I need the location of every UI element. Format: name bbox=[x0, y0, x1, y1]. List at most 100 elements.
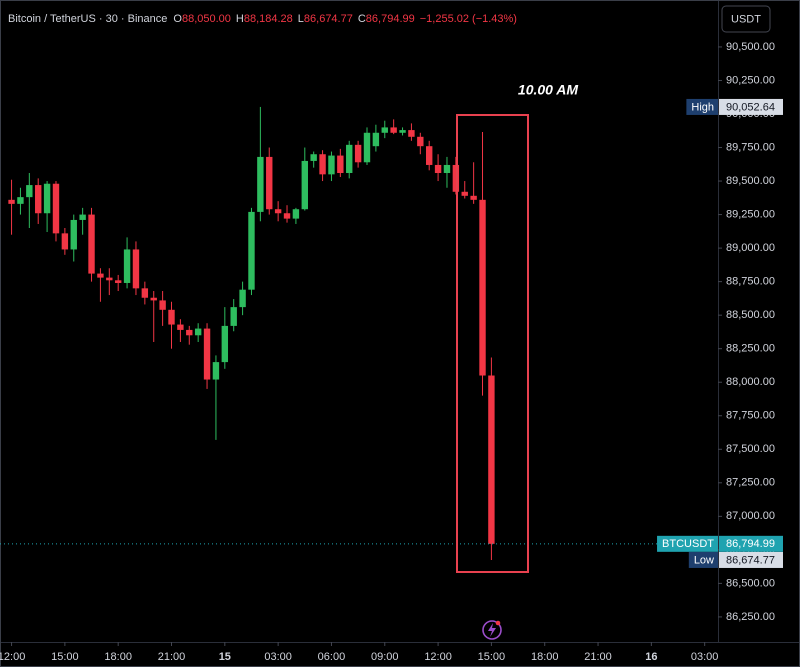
candle-body bbox=[354, 144, 362, 163]
candle-body bbox=[8, 199, 15, 204]
y-tick-label: 86,250.00 bbox=[726, 611, 775, 623]
icon-dot[interactable] bbox=[495, 620, 501, 626]
y-tick-label: 87,500.00 bbox=[726, 443, 775, 455]
candle-body bbox=[417, 136, 424, 147]
candle-body bbox=[337, 155, 344, 174]
price-tag-name: Low bbox=[694, 554, 714, 566]
candle-body bbox=[390, 127, 397, 133]
candle-body bbox=[248, 211, 255, 290]
y-tick-label: 88,750.00 bbox=[726, 276, 775, 288]
price-tag-name-bg bbox=[657, 535, 718, 552]
x-tick-label: 18:00 bbox=[104, 651, 132, 663]
y-tick-label: 89,750.00 bbox=[726, 141, 775, 153]
candle-body bbox=[70, 219, 77, 250]
candle-body bbox=[52, 183, 60, 234]
y-tick-label: 88,250.00 bbox=[726, 343, 775, 355]
candle-body bbox=[310, 154, 317, 161]
candle-body bbox=[443, 164, 451, 174]
candle-body bbox=[274, 209, 282, 214]
x-tick-label: 06:00 bbox=[318, 651, 346, 663]
candle-body bbox=[363, 132, 371, 163]
candle-body bbox=[426, 146, 433, 165]
candle-body bbox=[79, 214, 86, 220]
price-tag-value: 86,674.77 bbox=[726, 554, 775, 566]
price-tag: BTCUSDT 86,794.99 bbox=[657, 535, 783, 552]
candle-body bbox=[257, 156, 264, 212]
y-tick-label: 90,250.00 bbox=[726, 74, 775, 86]
price-tag: Low 86,674.77 bbox=[688, 551, 783, 568]
candle-body bbox=[292, 209, 300, 219]
candle-body bbox=[346, 144, 353, 174]
x-tick-label: 09:00 bbox=[371, 651, 399, 663]
y-tick-label: 88,500.00 bbox=[726, 309, 775, 321]
candle-body bbox=[319, 154, 326, 175]
candle-body bbox=[212, 362, 220, 380]
y-tick-label: 87,750.00 bbox=[726, 410, 775, 422]
candle-body bbox=[372, 132, 380, 147]
x-tick-label: 15:00 bbox=[478, 651, 506, 663]
candle-body bbox=[177, 324, 184, 330]
y-tick-label: 89,500.00 bbox=[726, 175, 775, 187]
close-value: 86,794.99 bbox=[366, 13, 415, 25]
price-tag-value: 86,794.99 bbox=[726, 538, 775, 550]
candle-body bbox=[61, 233, 69, 250]
candle-body bbox=[88, 214, 95, 274]
x-tick-label: 03:00 bbox=[691, 651, 719, 663]
candle-body bbox=[221, 325, 229, 363]
candle-body bbox=[168, 309, 175, 325]
candle-body bbox=[239, 289, 246, 308]
price-tag-name: High bbox=[691, 101, 714, 113]
candle-body bbox=[488, 375, 495, 544]
header: Bitcoin / TetherUS · 30 · Binance O88,050… bbox=[8, 13, 517, 25]
candle-body bbox=[461, 191, 468, 196]
y-tick-label: 90,500.00 bbox=[726, 41, 775, 53]
candle-body bbox=[114, 280, 122, 283]
x-tick-label: 12:00 bbox=[424, 651, 452, 663]
annotation: 10.00 AM bbox=[518, 82, 579, 98]
replay-icon[interactable] bbox=[482, 620, 502, 640]
x-tick-label: 12:00 bbox=[0, 651, 25, 663]
candle-body bbox=[328, 155, 335, 175]
y-tick-label: 86,500.00 bbox=[726, 577, 775, 589]
x-tick-label: 15 bbox=[219, 651, 231, 663]
high-label: H bbox=[236, 13, 244, 25]
icon-ring[interactable] bbox=[482, 620, 502, 640]
price-tag-value: 90,052.64 bbox=[726, 101, 775, 113]
price-tag-name: BTCUSDT bbox=[662, 538, 714, 550]
low-value: 86,674.77 bbox=[304, 13, 353, 25]
price-tag-name-bg bbox=[688, 551, 718, 568]
candle-body bbox=[123, 249, 131, 283]
open-label: O bbox=[173, 13, 182, 25]
currency-label[interactable]: USDT bbox=[731, 13, 761, 25]
currency-button[interactable] bbox=[721, 5, 771, 33]
candle-body bbox=[301, 160, 308, 210]
x-tick-label: 03:00 bbox=[264, 651, 292, 663]
price-tag-value-bg bbox=[719, 535, 783, 552]
candle-body bbox=[159, 300, 166, 310]
price-tag-name-bg bbox=[686, 98, 718, 115]
x-tick-label: 16 bbox=[645, 651, 657, 663]
candle-body bbox=[381, 127, 388, 133]
x-tick-label: 15:00 bbox=[51, 651, 79, 663]
candle-body bbox=[106, 277, 113, 281]
candle-body bbox=[203, 328, 211, 380]
x-tick-label: 21:00 bbox=[158, 651, 186, 663]
candle-body bbox=[17, 197, 24, 204]
candle-body bbox=[97, 273, 104, 278]
candle-body bbox=[150, 297, 157, 301]
close-label: C bbox=[358, 13, 366, 25]
candle-body bbox=[479, 199, 486, 376]
price-tag-value-bg bbox=[719, 98, 783, 115]
plot-area bbox=[0, 106, 718, 560]
candle-body bbox=[141, 288, 149, 298]
icon-bolt[interactable] bbox=[488, 623, 496, 637]
candle-body bbox=[408, 130, 415, 137]
price-tag-value-bg bbox=[719, 551, 783, 568]
low-label: L bbox=[298, 13, 304, 25]
candle-body bbox=[194, 328, 202, 336]
candle-body bbox=[399, 130, 406, 133]
symbol-title: Bitcoin / TetherUS · 30 · Binance bbox=[8, 13, 167, 25]
x-tick-label: 18:00 bbox=[531, 651, 559, 663]
